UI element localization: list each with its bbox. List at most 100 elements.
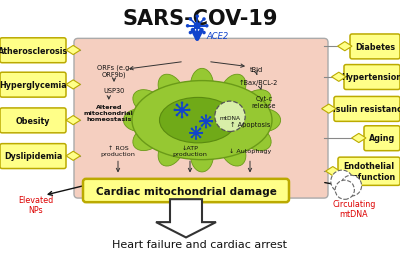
Circle shape <box>201 132 203 134</box>
Ellipse shape <box>158 75 184 106</box>
Circle shape <box>176 114 178 117</box>
Ellipse shape <box>132 81 272 160</box>
Ellipse shape <box>246 109 281 132</box>
Circle shape <box>195 126 197 129</box>
Text: Diabetes: Diabetes <box>355 42 395 52</box>
Text: Circulating
mtDNA: Circulating mtDNA <box>332 199 376 218</box>
Circle shape <box>189 132 191 134</box>
FancyBboxPatch shape <box>338 157 400 186</box>
Circle shape <box>186 25 189 28</box>
Text: ORFs (e.g.
ORF9b): ORFs (e.g. ORF9b) <box>97 64 131 78</box>
Ellipse shape <box>123 109 158 132</box>
Circle shape <box>204 120 208 124</box>
Ellipse shape <box>220 135 246 166</box>
Polygon shape <box>66 81 80 90</box>
FancyBboxPatch shape <box>364 126 400 151</box>
Text: tBid: tBid <box>249 67 263 73</box>
Polygon shape <box>322 105 336 114</box>
Text: ↑Bax/BCL-2: ↑Bax/BCL-2 <box>238 80 278 86</box>
Ellipse shape <box>160 98 236 143</box>
Circle shape <box>205 127 207 129</box>
Ellipse shape <box>240 90 271 116</box>
Text: Cardiac mitochondrial damage: Cardiac mitochondrial damage <box>96 186 276 196</box>
Text: USP30: USP30 <box>103 87 125 93</box>
Circle shape <box>191 136 193 139</box>
Text: ↓ATP
production: ↓ATP production <box>172 146 208 156</box>
FancyBboxPatch shape <box>74 39 328 198</box>
Circle shape <box>194 23 201 30</box>
Circle shape <box>202 18 206 22</box>
Circle shape <box>194 131 198 136</box>
Ellipse shape <box>220 75 246 106</box>
Circle shape <box>209 117 211 119</box>
Circle shape <box>202 32 206 35</box>
Text: Obesity: Obesity <box>16 116 50 125</box>
Circle shape <box>196 15 199 19</box>
Text: Atherosclerosis: Atherosclerosis <box>0 46 68 55</box>
Circle shape <box>199 128 201 130</box>
Text: Dyslipidemia: Dyslipidemia <box>4 152 62 161</box>
FancyBboxPatch shape <box>0 144 66 169</box>
Circle shape <box>176 104 178 107</box>
FancyBboxPatch shape <box>83 179 289 202</box>
Circle shape <box>341 176 362 196</box>
Polygon shape <box>66 46 80 55</box>
FancyBboxPatch shape <box>0 39 66 64</box>
Text: ↑ ROS
production: ↑ ROS production <box>100 146 136 156</box>
Polygon shape <box>66 152 80 161</box>
FancyBboxPatch shape <box>0 108 66 133</box>
Text: ↓ Autophagy: ↓ Autophagy <box>229 148 271 154</box>
Ellipse shape <box>240 125 271 151</box>
Circle shape <box>195 138 197 140</box>
Text: ↑ Apoptosis: ↑ Apoptosis <box>230 121 270 128</box>
Circle shape <box>188 109 190 112</box>
Polygon shape <box>338 42 352 52</box>
Circle shape <box>211 121 213 123</box>
FancyBboxPatch shape <box>350 35 400 60</box>
Circle shape <box>186 114 188 117</box>
Circle shape <box>199 121 201 123</box>
Text: Aging: Aging <box>369 134 395 143</box>
Ellipse shape <box>190 138 214 172</box>
Circle shape <box>174 109 176 112</box>
Polygon shape <box>156 199 216 237</box>
Text: Insulin resistance: Insulin resistance <box>327 105 400 114</box>
Circle shape <box>181 116 183 119</box>
Circle shape <box>215 102 245 132</box>
Text: Heart failure and cardiac arrest: Heart failure and cardiac arrest <box>112 239 288 249</box>
Ellipse shape <box>133 125 164 151</box>
Ellipse shape <box>133 90 164 116</box>
Circle shape <box>196 35 199 38</box>
Text: Hypertension: Hypertension <box>342 73 400 82</box>
Polygon shape <box>66 116 80 125</box>
Text: Endothelial
dysfunction: Endothelial dysfunction <box>342 162 396 181</box>
Circle shape <box>186 104 188 107</box>
Circle shape <box>201 125 203 127</box>
Ellipse shape <box>190 69 214 103</box>
Circle shape <box>191 128 193 130</box>
Circle shape <box>189 32 192 35</box>
Circle shape <box>189 18 192 22</box>
Text: SARS-COV-19: SARS-COV-19 <box>122 9 278 29</box>
Text: Hyperglycemia: Hyperglycemia <box>0 81 67 90</box>
Circle shape <box>199 136 201 139</box>
Text: mtDNA: mtDNA <box>220 116 240 121</box>
Circle shape <box>201 117 203 119</box>
FancyBboxPatch shape <box>344 65 400 90</box>
Circle shape <box>209 125 211 127</box>
Text: Elevated
NPs: Elevated NPs <box>18 195 54 214</box>
Circle shape <box>331 170 353 193</box>
Text: Altered
mitochondrial
homeostasis: Altered mitochondrial homeostasis <box>84 105 134 121</box>
Ellipse shape <box>158 135 184 166</box>
Circle shape <box>205 25 208 28</box>
Circle shape <box>335 180 354 200</box>
Circle shape <box>179 108 185 113</box>
FancyBboxPatch shape <box>0 73 66 98</box>
Text: ACE2: ACE2 <box>206 32 228 41</box>
Circle shape <box>205 115 207 117</box>
Circle shape <box>181 102 183 105</box>
FancyBboxPatch shape <box>334 97 400 122</box>
Polygon shape <box>352 134 366 143</box>
Polygon shape <box>332 73 346 82</box>
Polygon shape <box>326 167 340 176</box>
